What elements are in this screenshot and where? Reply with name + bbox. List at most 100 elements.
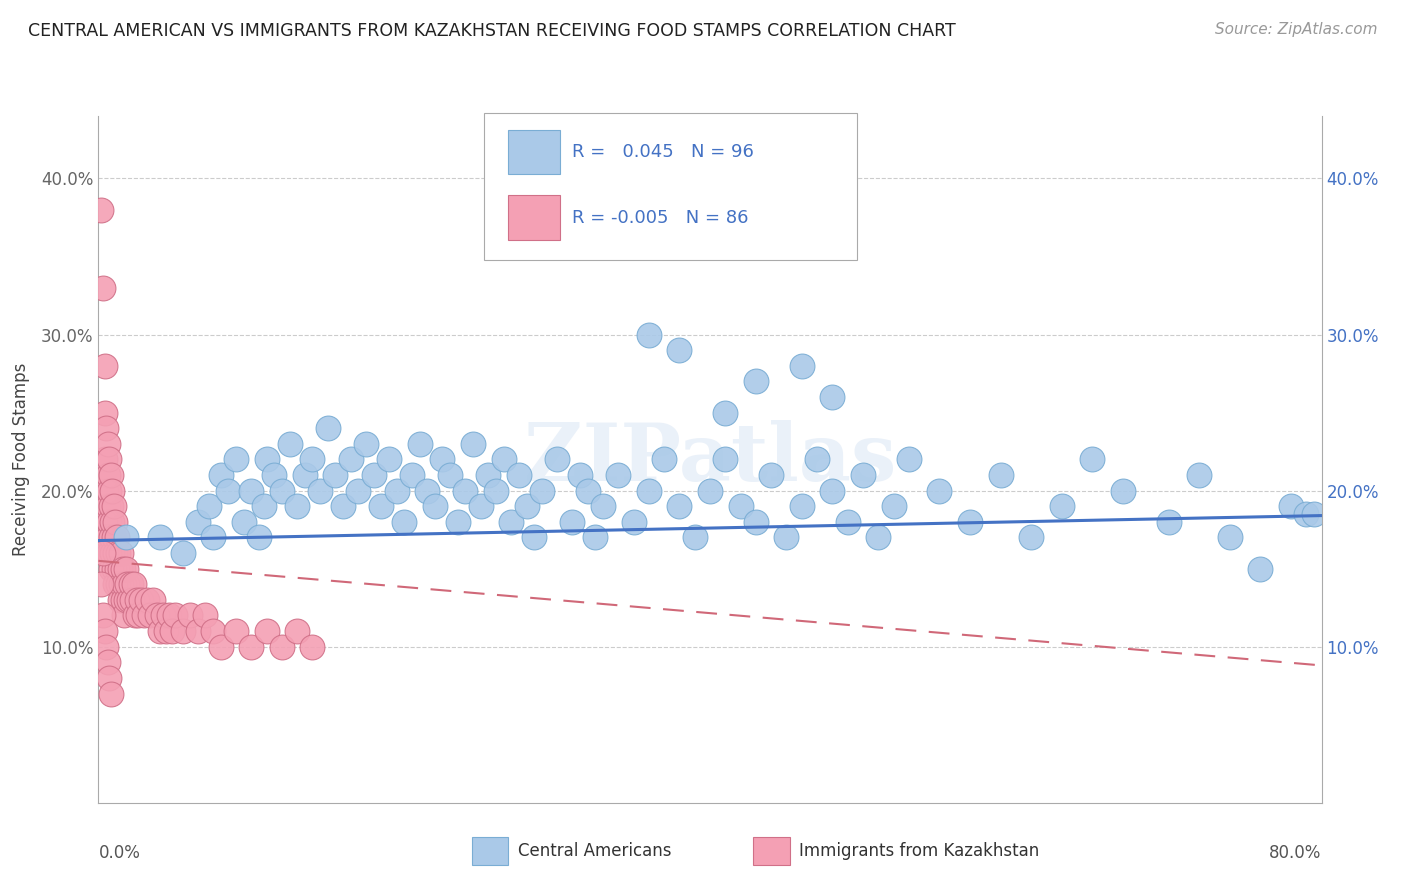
Point [1303,507,1326,521]
Point [145,608,167,623]
Point [1081,452,1104,467]
Point [103,500,125,514]
Point [897,452,920,467]
Point [256,624,278,639]
Point [107,577,129,591]
Point [97,437,120,451]
Point [101,515,124,529]
Point [1219,530,1241,544]
Point [209,640,232,654]
Point [790,500,813,514]
Point [821,390,844,404]
Point [668,500,690,514]
Point [270,483,292,498]
Point [790,359,813,373]
Point [546,452,568,467]
Point [1112,483,1135,498]
Point [98,515,121,529]
Point [104,546,127,560]
Point [98,546,121,560]
Point [139,608,162,623]
Point [115,592,138,607]
Point [94,640,117,654]
Text: ZIPatlas: ZIPatlas [524,420,896,499]
Point [347,483,370,498]
Point [263,468,285,483]
Point [100,500,122,514]
Point [637,327,661,342]
Point [821,483,844,498]
Point [683,530,706,544]
Point [1279,500,1302,514]
Point [108,562,131,576]
Point [93,515,115,529]
Point [928,483,950,498]
Point [112,577,135,591]
Point [172,546,194,560]
Text: Source: ZipAtlas.com: Source: ZipAtlas.com [1215,22,1378,37]
Point [699,483,721,498]
Point [121,592,143,607]
Point [1295,507,1317,521]
Point [1249,562,1271,576]
Point [576,483,599,498]
Point [93,624,115,639]
Point [1188,468,1211,483]
Point [309,483,332,498]
Point [354,437,377,451]
Point [209,468,232,483]
Point [118,592,141,607]
Point [112,608,135,623]
Point [97,530,120,544]
Point [103,562,125,576]
Point [745,375,768,389]
Point [990,468,1012,483]
Point [745,515,768,529]
Point [432,452,454,467]
Point [98,452,121,467]
Point [100,530,122,544]
Point [217,483,239,498]
Point [561,515,583,529]
Point [247,530,270,544]
Point [94,421,117,435]
Point [240,483,263,498]
Point [149,624,172,639]
Point [157,608,180,623]
Point [97,468,120,483]
Point [370,500,392,514]
Point [416,483,439,498]
Point [252,500,274,514]
Point [1050,500,1073,514]
Point [592,500,614,514]
Point [115,530,138,544]
Point [94,546,117,560]
Text: R = -0.005   N = 86: R = -0.005 N = 86 [572,209,748,227]
Point [385,483,408,498]
Point [117,577,139,591]
Point [187,624,209,639]
Point [122,577,145,591]
Point [285,500,308,514]
Point [136,592,159,607]
Point [714,452,737,467]
Point [149,530,172,544]
Point [134,608,156,623]
Point [301,640,323,654]
Point [98,671,121,685]
Point [100,687,122,701]
Point [868,530,890,544]
Point [332,500,354,514]
Point [110,577,132,591]
Point [197,500,219,514]
FancyBboxPatch shape [508,195,560,240]
Text: R =   0.045   N = 96: R = 0.045 N = 96 [572,144,754,161]
Point [447,515,470,529]
Point [516,500,538,514]
Point [256,452,278,467]
Point [163,608,186,623]
FancyBboxPatch shape [484,112,856,260]
Point [339,452,361,467]
Point [111,562,134,576]
Point [477,468,499,483]
